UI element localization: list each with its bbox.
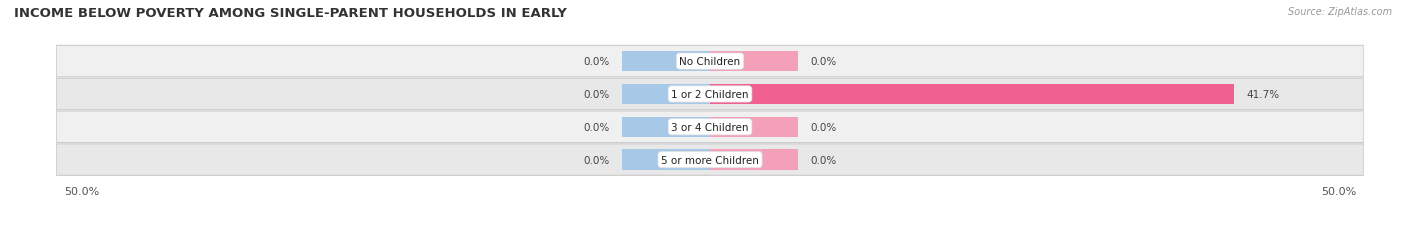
Bar — [621, 117, 710, 137]
Text: 1 or 2 Children: 1 or 2 Children — [671, 90, 749, 100]
FancyBboxPatch shape — [56, 112, 1364, 143]
Bar — [710, 84, 1234, 105]
Text: No Children: No Children — [679, 57, 741, 67]
Text: 0.0%: 0.0% — [811, 122, 837, 132]
FancyBboxPatch shape — [56, 144, 1364, 176]
Text: 0.0%: 0.0% — [811, 57, 837, 67]
Bar — [710, 150, 799, 170]
Bar — [621, 84, 710, 105]
Text: 0.0%: 0.0% — [583, 155, 609, 165]
Bar — [710, 52, 799, 72]
FancyBboxPatch shape — [56, 79, 1364, 110]
Bar — [710, 117, 799, 137]
Text: Source: ZipAtlas.com: Source: ZipAtlas.com — [1288, 7, 1392, 17]
Text: 0.0%: 0.0% — [583, 90, 609, 100]
Text: 0.0%: 0.0% — [583, 122, 609, 132]
Bar — [621, 150, 710, 170]
FancyBboxPatch shape — [56, 46, 1364, 78]
Text: 0.0%: 0.0% — [811, 155, 837, 165]
Text: 0.0%: 0.0% — [583, 57, 609, 67]
Text: 3 or 4 Children: 3 or 4 Children — [671, 122, 749, 132]
Bar — [621, 52, 710, 72]
Text: INCOME BELOW POVERTY AMONG SINGLE-PARENT HOUSEHOLDS IN EARLY: INCOME BELOW POVERTY AMONG SINGLE-PARENT… — [14, 7, 567, 20]
Text: 41.7%: 41.7% — [1247, 90, 1279, 100]
Text: 5 or more Children: 5 or more Children — [661, 155, 759, 165]
